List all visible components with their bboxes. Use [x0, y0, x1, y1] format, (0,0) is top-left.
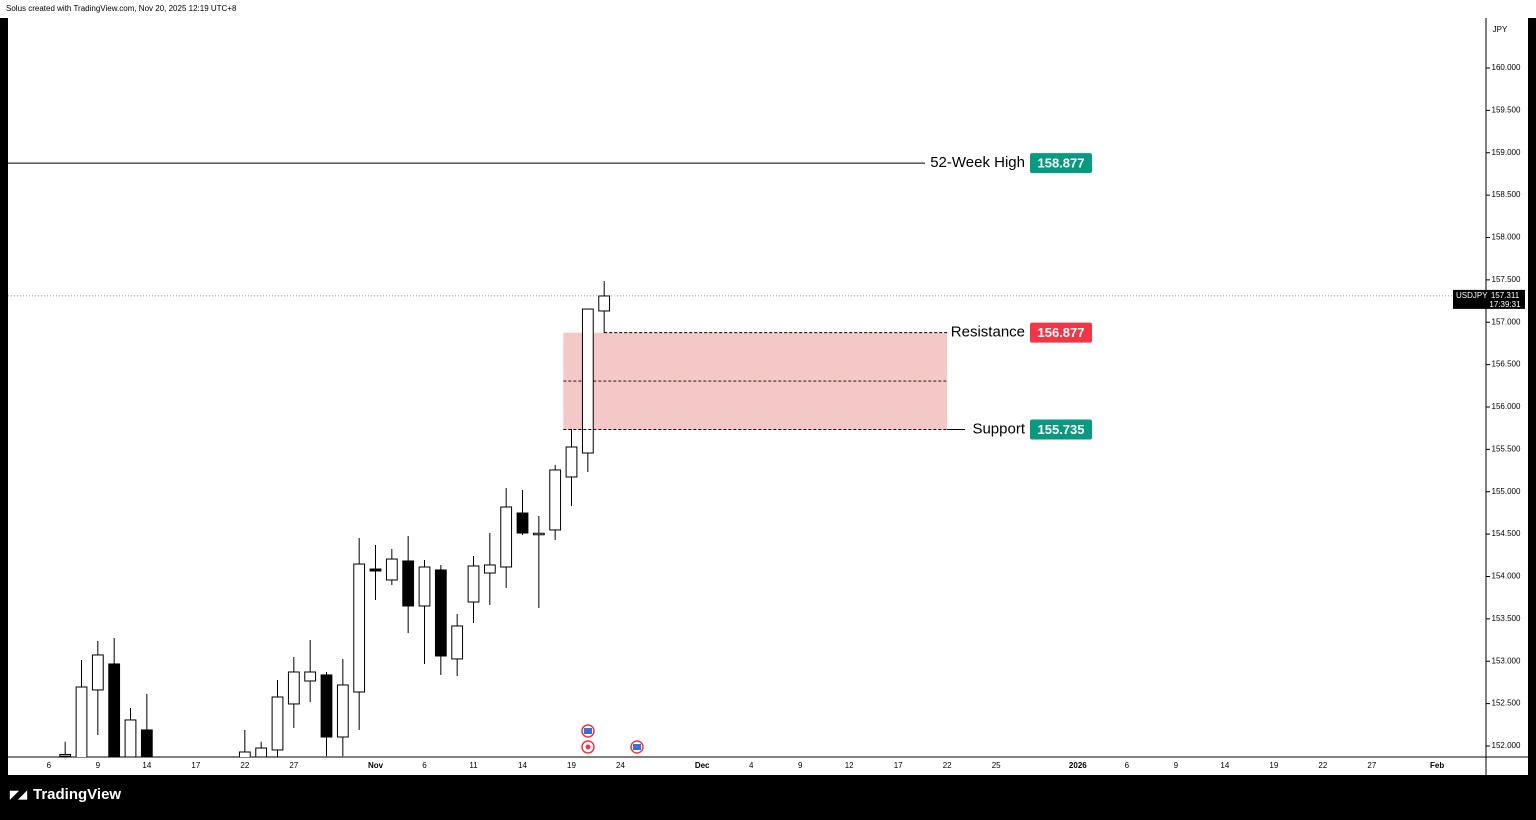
candle-body — [238, 751, 251, 757]
level-name: 52-Week High — [930, 154, 1025, 171]
candle-body — [532, 532, 545, 536]
x-tick-label: 17 — [894, 761, 903, 770]
x-tick-label: 17 — [191, 761, 200, 770]
logo-mark: ◤◢ — [9, 789, 27, 801]
candle-body — [451, 625, 464, 660]
x-tick-label: 12 — [845, 761, 854, 770]
x-tick-label: Nov — [368, 761, 384, 770]
candle-body — [140, 729, 153, 757]
candle-body — [500, 506, 513, 568]
candle-body — [287, 671, 300, 705]
level-name: Resistance — [951, 324, 1025, 341]
candle-body — [91, 654, 104, 691]
candle-body — [418, 566, 431, 607]
x-tick-label: 27 — [1367, 761, 1376, 770]
y-tick-label: 158.000 — [1492, 233, 1521, 242]
candle-body — [581, 308, 594, 454]
candle-body — [434, 569, 447, 657]
level-value: 156.877 — [1038, 325, 1085, 340]
candle-body — [516, 512, 529, 534]
x-tick-label: 14 — [518, 761, 527, 770]
y-tick-label: 158.500 — [1492, 190, 1521, 199]
x-tick-label: 9 — [1174, 761, 1179, 770]
x-tick-label: 22 — [943, 761, 952, 770]
footer-brand[interactable]: TradingView — [33, 786, 121, 803]
x-tick-label: 14 — [142, 761, 151, 770]
x-tick-label: 2026 — [1069, 761, 1087, 770]
y-tick-label: 153.000 — [1492, 656, 1521, 665]
candle-body — [402, 560, 415, 607]
level-value: 155.735 — [1038, 422, 1085, 437]
candle-body — [565, 446, 578, 478]
candle-body — [483, 564, 496, 574]
header-text: Solus created with TradingView.com, Nov … — [6, 4, 237, 13]
candle-body — [549, 469, 562, 531]
level-value: 158.877 — [1038, 156, 1085, 171]
y-tick-label: 156.000 — [1492, 402, 1521, 411]
x-tick-label: 9 — [96, 761, 101, 770]
y-tick-label: 157.500 — [1492, 275, 1521, 284]
x-tick-label: 9 — [798, 761, 803, 770]
y-tick-label: 154.500 — [1492, 529, 1521, 538]
y-tick-label: 160.000 — [1492, 63, 1521, 72]
plot-area: USDJPY, 1D — [8, 162, 1486, 757]
y-tick-label: 157.000 — [1492, 317, 1521, 326]
level-badge — [1030, 322, 1092, 343]
x-tick-label: 22 — [240, 761, 249, 770]
x-tick-label: 19 — [1269, 761, 1278, 770]
last-price-value: 157.311 — [1491, 291, 1520, 300]
x-tick-label: 19 — [567, 761, 576, 770]
x-tick-label: 6 — [422, 761, 427, 770]
candle-body — [369, 568, 382, 572]
event-icons — [581, 724, 644, 754]
flag — [633, 744, 641, 750]
y-tick-label: 159.500 — [1492, 105, 1521, 114]
level-name: Support — [972, 420, 1025, 437]
y-tick-label: 155.500 — [1492, 444, 1521, 453]
candle-body — [320, 674, 333, 738]
level-badge — [1030, 153, 1092, 174]
header-bar — [0, 0, 1536, 18]
x-tick-label: Dec — [695, 761, 710, 770]
y-tick-label: 156.500 — [1492, 360, 1521, 369]
event-dot — [585, 744, 591, 750]
x-tick-label: 24 — [616, 761, 625, 770]
y-tick-label: 153.500 — [1492, 614, 1521, 623]
candle-body — [304, 671, 317, 682]
level-badge — [1030, 419, 1092, 440]
currency-label: JPY — [1493, 25, 1508, 34]
candle-body — [353, 563, 366, 693]
x-tick-label: 14 — [1220, 761, 1229, 770]
candle-body — [75, 686, 88, 757]
candle-body — [271, 696, 284, 751]
candle-body — [108, 663, 121, 757]
x-tick-label: 4 — [749, 761, 754, 770]
x-tick-label: 22 — [1318, 761, 1327, 770]
x-tick-label: 6 — [1125, 761, 1130, 770]
y-tick-label: 154.000 — [1492, 572, 1521, 581]
y-tick-label: 159.000 — [1492, 148, 1521, 157]
y-tick-label: 152.500 — [1492, 699, 1521, 708]
candle-body — [385, 558, 398, 581]
x-tick-label: Feb — [1430, 761, 1444, 770]
candle-body — [255, 747, 268, 757]
y-tick-label: 155.000 — [1492, 487, 1521, 496]
flag — [584, 728, 592, 734]
x-tick-label: 11 — [469, 761, 478, 770]
overlay: 152.000 152.500 153.000 153.500 154.000 154.5… — [47, 63, 1525, 770]
x-tick-label: 25 — [992, 761, 1001, 770]
x-tick-label: 27 — [289, 761, 298, 770]
y-tick-label: 152.000 — [1492, 741, 1521, 750]
last-price-symbol: USDJPY — [1456, 291, 1488, 300]
candle-body — [59, 753, 72, 757]
candle-body — [467, 565, 480, 603]
candle-body — [598, 295, 611, 312]
candle-body — [124, 719, 137, 757]
last-price-countdown: 17:39:31 — [1489, 300, 1521, 309]
x-tick-label: 6 — [47, 761, 52, 770]
last-price-badge — [1453, 289, 1525, 309]
candle-body — [336, 684, 349, 738]
